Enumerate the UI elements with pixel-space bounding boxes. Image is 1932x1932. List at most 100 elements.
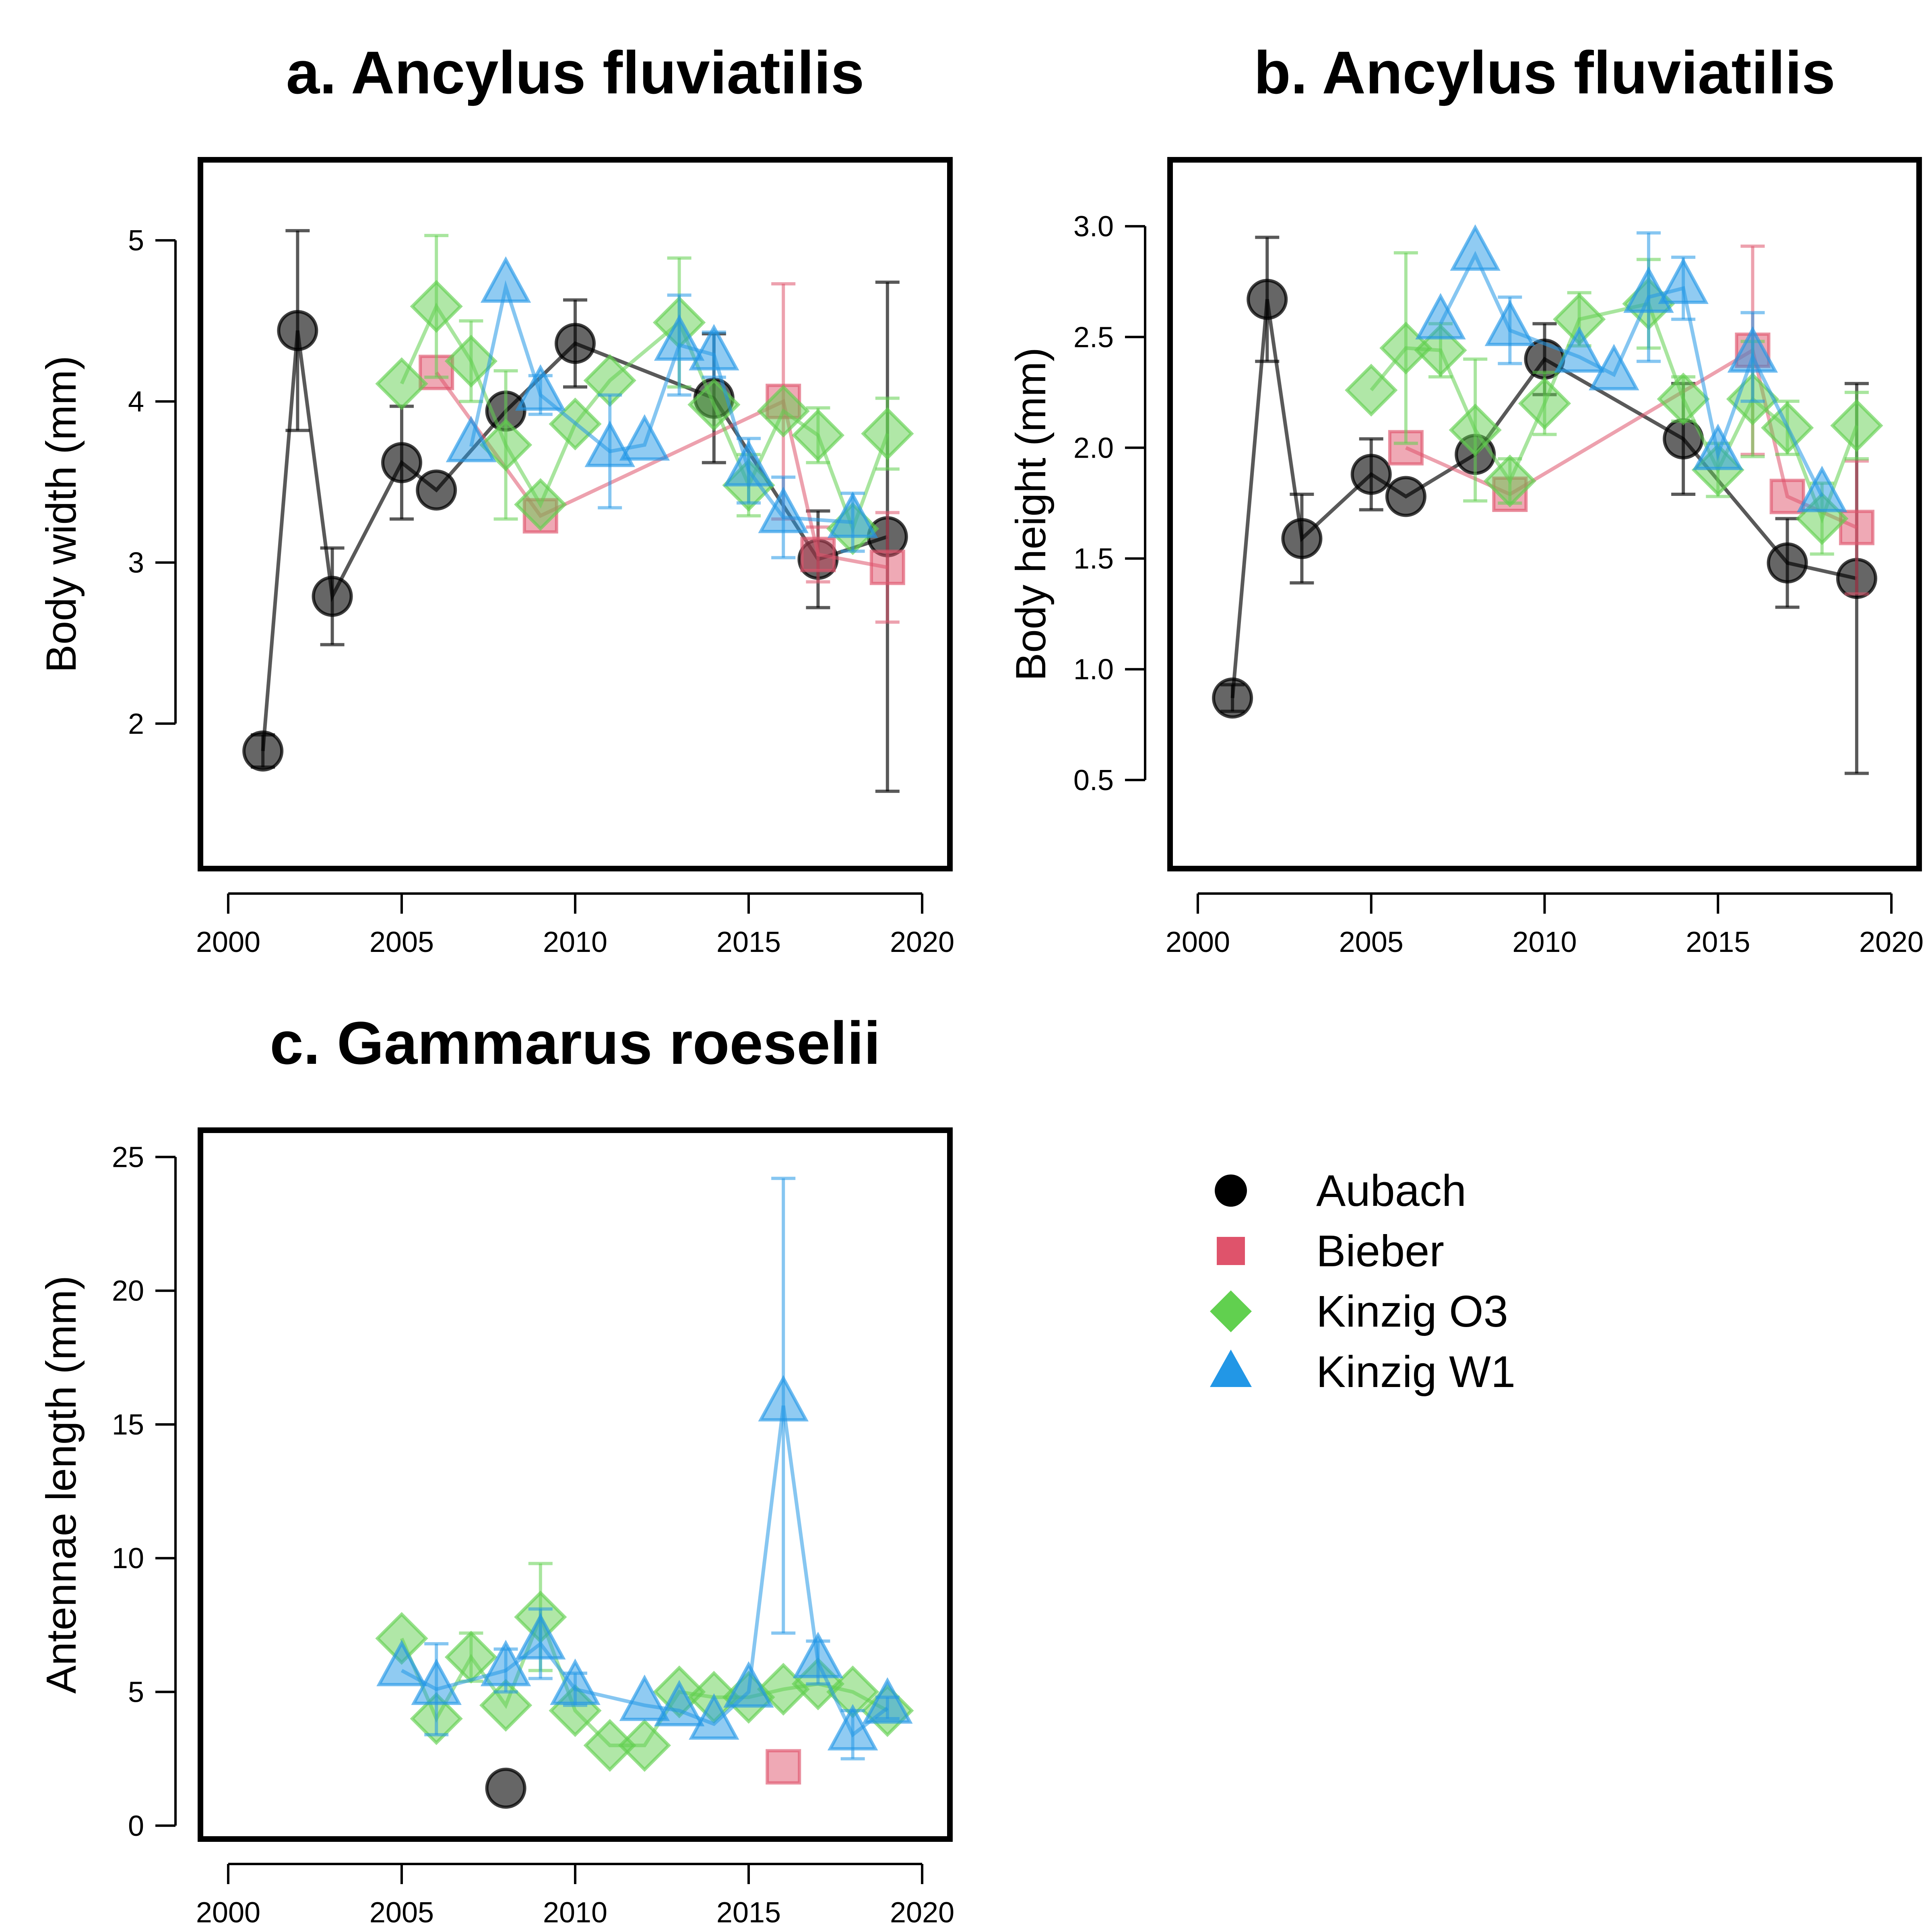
data-point [723, 1661, 774, 1708]
x-tick-label: 2010 [543, 926, 607, 958]
data-point [1518, 377, 1571, 430]
data-point [376, 1639, 427, 1686]
data-point [277, 310, 318, 351]
data-point [1385, 476, 1426, 517]
data-point [1727, 326, 1778, 373]
data-point [1830, 399, 1883, 452]
y-tick-label: 1.0 [1073, 654, 1114, 686]
y-axis-label: Body height (mm) [1007, 347, 1055, 681]
panel-title: c. Gammarus roeselii [270, 1009, 880, 1077]
data-point [766, 1749, 801, 1785]
y-tick-label: 2.5 [1073, 321, 1114, 353]
x-tick-label: 2005 [369, 926, 434, 958]
x-tick-label: 2010 [543, 1897, 607, 1929]
data-point [480, 1639, 531, 1686]
data-point [869, 549, 905, 585]
data-point [619, 1674, 670, 1721]
series-line [1230, 299, 1857, 698]
data-point [381, 442, 422, 483]
data-point [654, 314, 705, 361]
data-point [654, 1680, 705, 1727]
data-point [791, 409, 845, 462]
y-axis-label: Body width (mm) [38, 356, 85, 673]
data-point [1449, 403, 1502, 457]
x-tick-label: 2010 [1512, 926, 1577, 958]
legend-item-kinzig-w1: Kinzig W1 [1210, 1347, 1515, 1397]
legend-marker-circle [1215, 1174, 1247, 1207]
data-point [1350, 454, 1392, 495]
data-point [618, 1719, 671, 1772]
data-point [583, 1719, 636, 1772]
series-kinzig-w1 [446, 256, 878, 559]
data-point [757, 384, 810, 438]
data-point [827, 491, 878, 538]
y-tick-label: 3.0 [1073, 211, 1114, 243]
x-tick-label: 2020 [1859, 926, 1924, 958]
x-tick-label: 2020 [890, 926, 954, 958]
y-tick-label: 2 [128, 708, 144, 740]
legend-marker-diamond [1210, 1290, 1252, 1332]
legend-label: Kinzig W1 [1316, 1347, 1515, 1397]
data-point [1484, 299, 1536, 346]
data-point [793, 1632, 844, 1678]
data-point [1415, 293, 1466, 340]
y-tick-label: 5 [128, 225, 144, 257]
legend-item-kinzig-o3: Kinzig O3 [1210, 1287, 1508, 1336]
data-point [411, 1658, 462, 1705]
data-point [1450, 224, 1501, 271]
y-tick-label: 3 [128, 547, 144, 579]
y-tick-label: 1.5 [1073, 543, 1114, 575]
x-tick-label: 2015 [716, 926, 781, 958]
data-point [1483, 454, 1536, 508]
legend-item-bieber: Bieber [1217, 1226, 1444, 1276]
y-tick-label: 0.5 [1073, 764, 1114, 797]
series-bieber [766, 1749, 801, 1785]
legend-label: Kinzig O3 [1316, 1287, 1508, 1336]
data-point [1693, 423, 1744, 470]
data-point [410, 280, 463, 333]
data-point [1797, 466, 1847, 512]
series-kinzig-w1 [1415, 224, 1847, 512]
x-tick-label: 2015 [1686, 926, 1750, 958]
y-axis-label: Antennae length (mm) [38, 1276, 85, 1694]
data-point [800, 537, 836, 572]
data-point [444, 334, 498, 388]
data-point [1767, 542, 1808, 584]
data-point [1247, 279, 1288, 320]
legend-label: Aubach [1316, 1166, 1466, 1216]
y-tick-label: 10 [112, 1542, 144, 1575]
x-tick-label: 2005 [369, 1897, 434, 1929]
panel-a-body-width: a. Ancylus fluviatilis Body width (mm) 200… [38, 39, 954, 958]
data-point [1769, 479, 1805, 514]
y-tick-label: 15 [112, 1409, 144, 1441]
data-point [689, 324, 739, 371]
data-point [689, 1693, 739, 1740]
x-tick-label: 2000 [1166, 926, 1230, 958]
x-tick-label: 2005 [1339, 926, 1404, 958]
data-point [514, 478, 567, 531]
y-tick-label: 5 [128, 1676, 144, 1709]
data-point [758, 1375, 809, 1422]
panel-c-antennae-length: c. Gammarus roeselii Antennae length (mm)… [38, 1009, 954, 1929]
data-point [515, 364, 566, 411]
panel-title: b. Ancylus fluviatilis [1254, 39, 1835, 106]
legend-marker-square [1217, 1237, 1245, 1265]
legend-item-aubach: Aubach [1215, 1166, 1466, 1216]
data-point [619, 414, 670, 461]
data-point [242, 730, 284, 772]
legend-marker-triangle [1210, 1350, 1252, 1387]
y-tick-label: 4 [128, 386, 144, 418]
plot-frame [198, 157, 953, 871]
y-tick-label: 25 [112, 1141, 144, 1173]
data-point [1589, 344, 1639, 390]
data-point [446, 416, 497, 462]
y-tick-label: 20 [112, 1275, 144, 1307]
data-point [723, 440, 774, 487]
series-line [1439, 251, 1824, 497]
data-point [584, 421, 635, 467]
series-aubach [485, 1767, 526, 1809]
data-point [1658, 257, 1709, 304]
legend-label: Bieber [1316, 1226, 1444, 1276]
data-point [485, 1767, 526, 1809]
